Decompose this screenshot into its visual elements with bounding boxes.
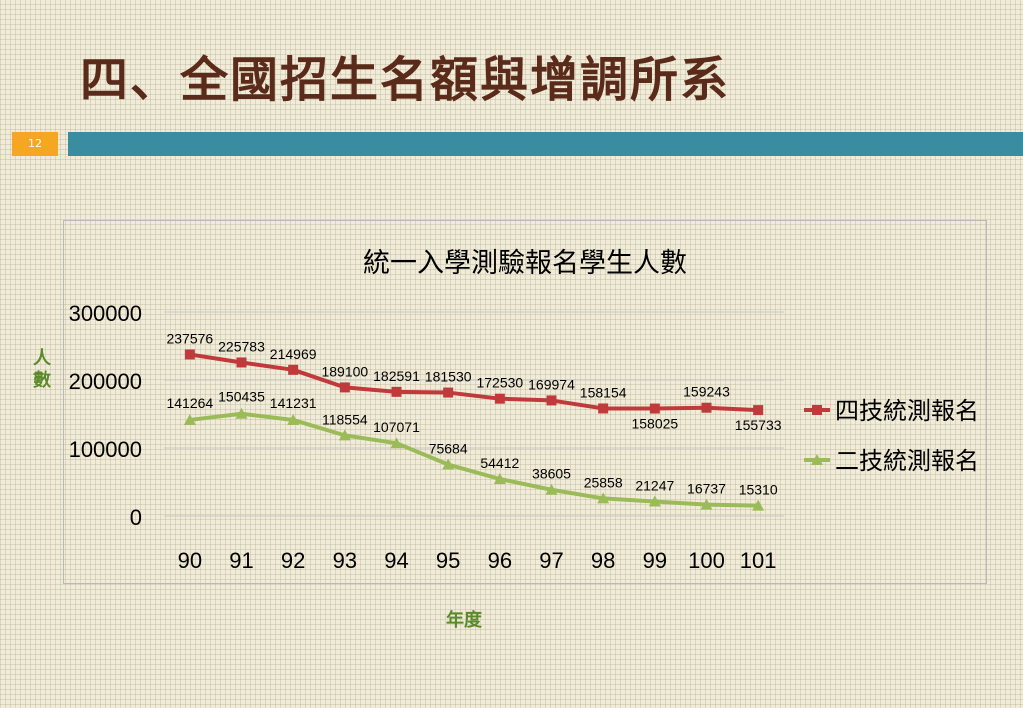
data-label: 169974 (528, 376, 575, 392)
data-label: 158025 (631, 416, 678, 432)
y-side-label: 人數 (33, 348, 51, 391)
data-point (493, 472, 506, 484)
data-label: 15310 (739, 482, 778, 498)
chart-frame (63, 220, 987, 584)
x-tick-label: 100 (688, 548, 725, 573)
chart-title: 統一入學測驗報名學生人數 (363, 248, 687, 278)
data-point (391, 386, 402, 397)
data-label: 158154 (580, 384, 627, 400)
data-label: 107071 (373, 419, 420, 435)
legend-label: 二技統測報名 (835, 448, 979, 475)
slide-title: 四、全國招生名額與增調所系 (80, 52, 731, 108)
x-tick-label: 91 (229, 548, 253, 573)
data-point (442, 458, 455, 470)
legend-marker (812, 405, 822, 415)
page-number: 12 (12, 132, 58, 156)
series-line-1 (189, 352, 759, 413)
y-tick-label: 100000 (69, 437, 142, 462)
x-bottom-label: 年度 (446, 610, 482, 631)
x-tick-label: 95 (436, 548, 460, 573)
y-tick-label: 300000 (69, 301, 142, 326)
data-point (443, 387, 454, 398)
data-point (339, 382, 350, 393)
x-tick-label: 97 (539, 548, 563, 573)
legend-marker (811, 454, 823, 465)
data-label: 141264 (166, 395, 213, 411)
x-tick-label: 101 (740, 548, 777, 573)
data-label: 214969 (270, 346, 317, 362)
data-point (183, 413, 196, 425)
data-label: 225783 (218, 338, 265, 354)
y-tick-label: 200000 (69, 369, 142, 394)
x-tick-label: 99 (643, 548, 667, 573)
data-point (390, 437, 403, 449)
data-point (597, 492, 610, 504)
x-tick-label: 90 (178, 548, 202, 573)
legend-label: 四技統測報名 (835, 398, 979, 425)
data-label: 75684 (429, 441, 468, 457)
x-tick-label: 92 (281, 548, 305, 573)
data-point (287, 413, 300, 425)
data-point (338, 429, 351, 441)
data-label: 159243 (683, 384, 730, 400)
data-point (546, 395, 557, 406)
data-point (288, 364, 299, 375)
data-point (545, 483, 558, 495)
data-label: 237576 (166, 330, 213, 346)
data-label: 181530 (425, 369, 472, 385)
x-tick-label: 96 (488, 548, 512, 573)
y-tick-label: 0 (130, 505, 142, 530)
data-point (753, 405, 764, 416)
data-label: 141231 (270, 395, 317, 411)
data-label: 189100 (321, 363, 368, 379)
data-label: 38605 (532, 466, 571, 482)
data-point (649, 403, 660, 414)
data-label: 16737 (687, 481, 726, 497)
data-label: 54412 (480, 455, 519, 471)
data-label: 182591 (373, 368, 420, 384)
data-point (598, 403, 609, 414)
data-point (700, 498, 713, 510)
data-label: 155733 (735, 417, 782, 433)
data-point (236, 357, 247, 368)
data-label: 150435 (218, 389, 265, 405)
data-point (648, 495, 661, 507)
data-label: 172530 (476, 375, 523, 391)
title-bar (68, 132, 1023, 156)
data-label: 21247 (635, 478, 674, 494)
data-point (184, 349, 195, 360)
data-point (752, 499, 765, 511)
data-label: 25858 (584, 474, 623, 490)
x-tick-label: 94 (384, 548, 408, 573)
x-tick-label: 98 (591, 548, 615, 573)
data-point (235, 407, 248, 419)
series-line-2 (189, 411, 759, 508)
x-tick-label: 93 (333, 548, 357, 573)
data-label: 118554 (322, 411, 368, 427)
data-point (494, 393, 505, 404)
data-point (701, 402, 712, 413)
